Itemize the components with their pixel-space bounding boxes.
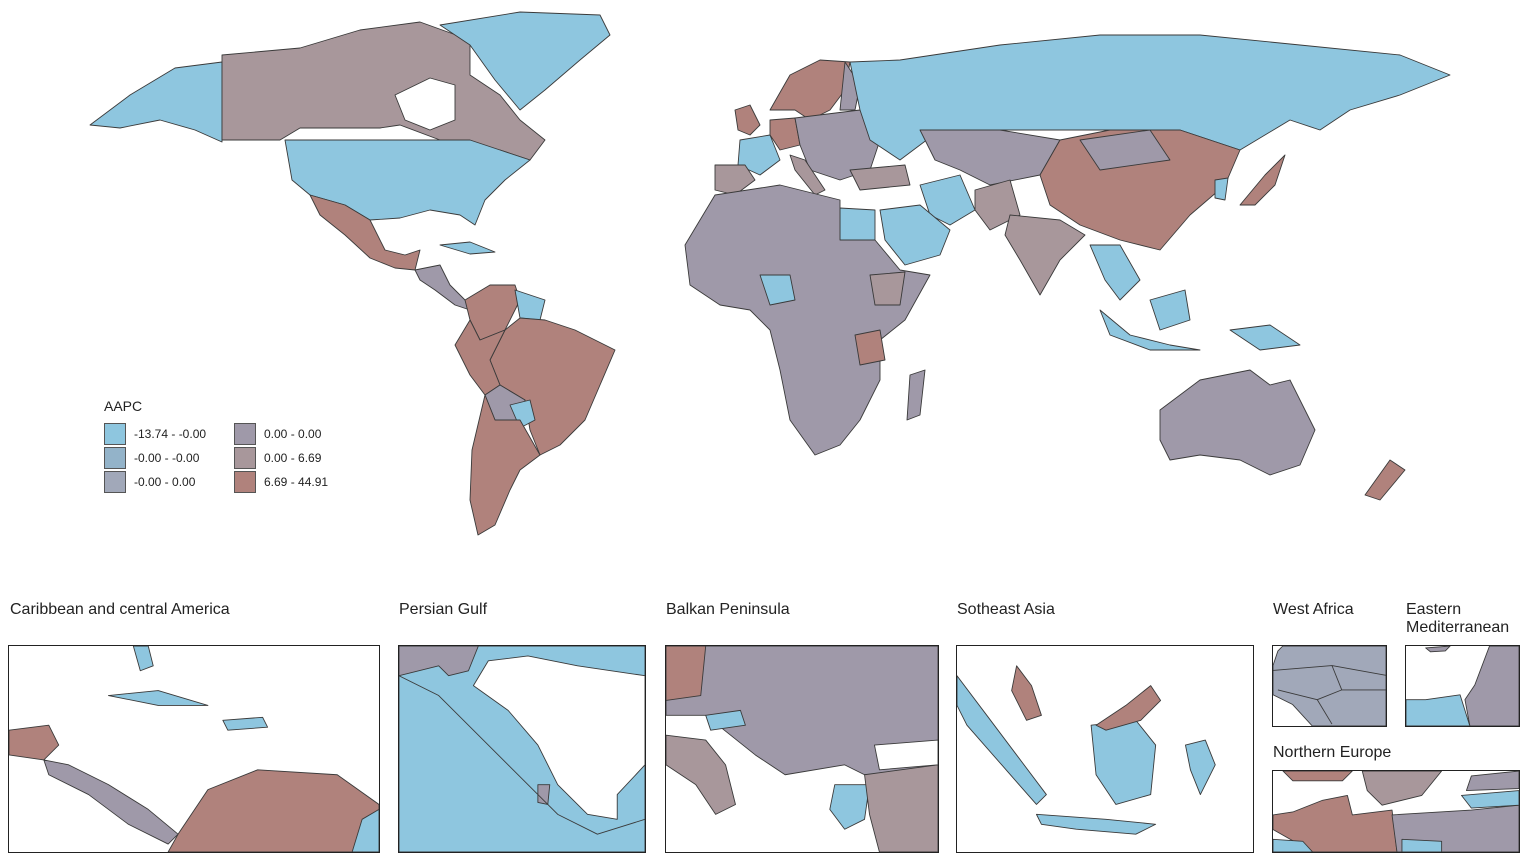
- inset-northern-europe: [1272, 770, 1520, 853]
- legend-item: -0.00 - -0.00: [104, 446, 234, 470]
- region-argentina-chile: [469, 394, 541, 536]
- legend-swatch: [104, 471, 126, 493]
- region-tanzania: [854, 329, 886, 366]
- region-madagascar: [906, 369, 926, 421]
- legend-swatch: [234, 423, 256, 445]
- legend-label: 0.00 - 0.00: [264, 427, 322, 441]
- legend-title: AAPC: [104, 398, 143, 414]
- legend-item: -0.00 - 0.00: [104, 470, 234, 494]
- region-afghanistan-pakistan: [974, 179, 1021, 231]
- inset-title-caribbean: Caribbean and central America: [10, 601, 230, 618]
- region-russia: [849, 34, 1451, 161]
- region-southeast-asia: [1089, 244, 1141, 301]
- inset-west-africa: [1272, 645, 1387, 727]
- inset-persian-gulf: [398, 645, 646, 853]
- region-cuba: [439, 241, 496, 255]
- inset-southeast-asia: [956, 645, 1254, 853]
- legend-item: 0.00 - 6.69: [234, 446, 344, 470]
- region-alaska: [89, 61, 223, 143]
- inset-title-balkan: Balkan Peninsula: [666, 601, 790, 618]
- legend-swatch: [104, 423, 126, 445]
- region-france: [737, 134, 781, 176]
- region-mongolia: [1079, 129, 1171, 171]
- inset-title-northern-europe: Northern Europe: [1273, 744, 1392, 761]
- region-japan: [1239, 154, 1286, 206]
- region-new-zealand: [1364, 459, 1406, 501]
- legend-item: -13.74 - -0.00: [104, 422, 234, 446]
- region-ethiopia: [869, 271, 906, 306]
- region-scandinavia: [769, 59, 851, 121]
- region-nigeria: [759, 274, 796, 306]
- region-turkey: [849, 164, 911, 191]
- region-greenland: [439, 11, 611, 111]
- region-india: [1004, 214, 1086, 296]
- legend-label: -13.74 - -0.00: [134, 427, 207, 441]
- inset-eastern-mediterranean: [1405, 645, 1520, 727]
- region-china: [1039, 129, 1241, 251]
- region-iran: [919, 174, 976, 226]
- region-iberia: [714, 164, 756, 196]
- region-uk: [734, 104, 761, 136]
- legend-label: 0.00 - 6.69: [264, 451, 322, 465]
- legend-swatch: [234, 447, 256, 469]
- inset-caribbean: [8, 645, 380, 853]
- region-korea: [1214, 177, 1229, 201]
- region-africa: [684, 184, 931, 456]
- region-egypt: [839, 207, 876, 241]
- region-central-america: [414, 264, 471, 311]
- region-italy: [789, 154, 826, 196]
- legend-label: -0.00 - 0.00: [134, 475, 196, 489]
- inset-title-west-africa: West Africa: [1273, 601, 1354, 618]
- legend-swatch: [234, 471, 256, 493]
- inset-balkan: [665, 645, 939, 853]
- world-map: [89, 11, 1451, 536]
- inset-title-persian-gulf: Persian Gulf: [399, 601, 488, 618]
- legend: AAPC -13.74 - -0.00 -0.00 - -0.00 -0.00 …: [104, 398, 344, 494]
- region-indonesia: [1099, 289, 1201, 351]
- region-germany: [769, 117, 801, 151]
- inset-title-eastern-mediterranean: Eastern Mediterranean: [1406, 601, 1510, 636]
- region-mexico: [309, 194, 421, 271]
- region-saudi-arabia: [879, 204, 951, 266]
- legend-item: 0.00 - 0.00: [234, 422, 344, 446]
- region-kazakhstan-central-asia: [919, 129, 1061, 186]
- region-guianas: [514, 289, 546, 321]
- legend-label: 6.69 - 44.91: [264, 475, 329, 489]
- legend-swatch: [104, 447, 126, 469]
- region-papua: [1229, 324, 1301, 351]
- inset-title-southeast-asia: Sotheast Asia: [957, 601, 1055, 618]
- region-australia: [1159, 369, 1316, 476]
- region-hudson-bay: [394, 77, 456, 131]
- legend-item: 6.69 - 44.91: [234, 470, 344, 494]
- legend-label: -0.00 - -0.00: [134, 451, 200, 465]
